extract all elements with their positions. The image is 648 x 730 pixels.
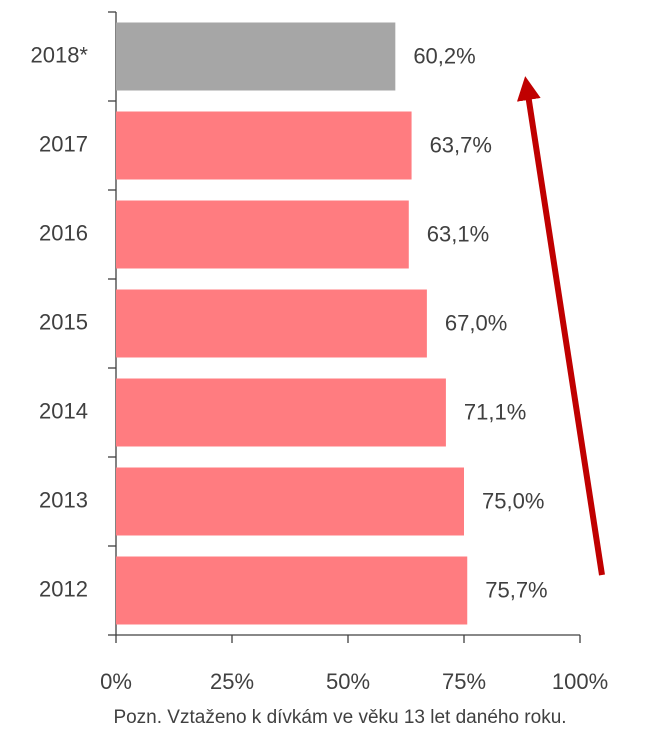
y-tick-label: 2016	[39, 220, 88, 245]
value-label: 60,2%	[413, 43, 475, 68]
value-label: 63,1%	[427, 221, 489, 246]
x-tick-label: 50%	[326, 669, 370, 694]
bar	[116, 111, 412, 180]
bar	[116, 200, 409, 269]
value-label: 67,0%	[445, 310, 507, 335]
x-tick-label: 0%	[100, 669, 132, 694]
bar	[116, 22, 396, 91]
x-tick-label: 100%	[552, 669, 608, 694]
x-tick-label: 75%	[442, 669, 486, 694]
x-tick-label: 25%	[210, 669, 254, 694]
y-tick-label: 2012	[39, 576, 88, 601]
value-label: 63,7%	[430, 132, 492, 157]
bar	[116, 378, 446, 447]
y-tick-label: 2013	[39, 487, 88, 512]
bar	[116, 289, 427, 358]
footnote: Pozn. Vztaženo k dívkám ve věku 13 let d…	[113, 707, 566, 728]
y-tick-label: 2018*	[30, 42, 88, 67]
value-label: 75,0%	[482, 488, 544, 513]
bar	[116, 467, 464, 536]
y-tick-label: 2015	[39, 309, 88, 334]
bar	[116, 556, 468, 625]
y-tick-label: 2017	[39, 131, 88, 156]
y-tick-label: 2014	[39, 398, 88, 423]
value-label: 75,7%	[485, 577, 547, 602]
trend-arrow	[516, 76, 605, 576]
value-label: 71,1%	[464, 399, 526, 424]
